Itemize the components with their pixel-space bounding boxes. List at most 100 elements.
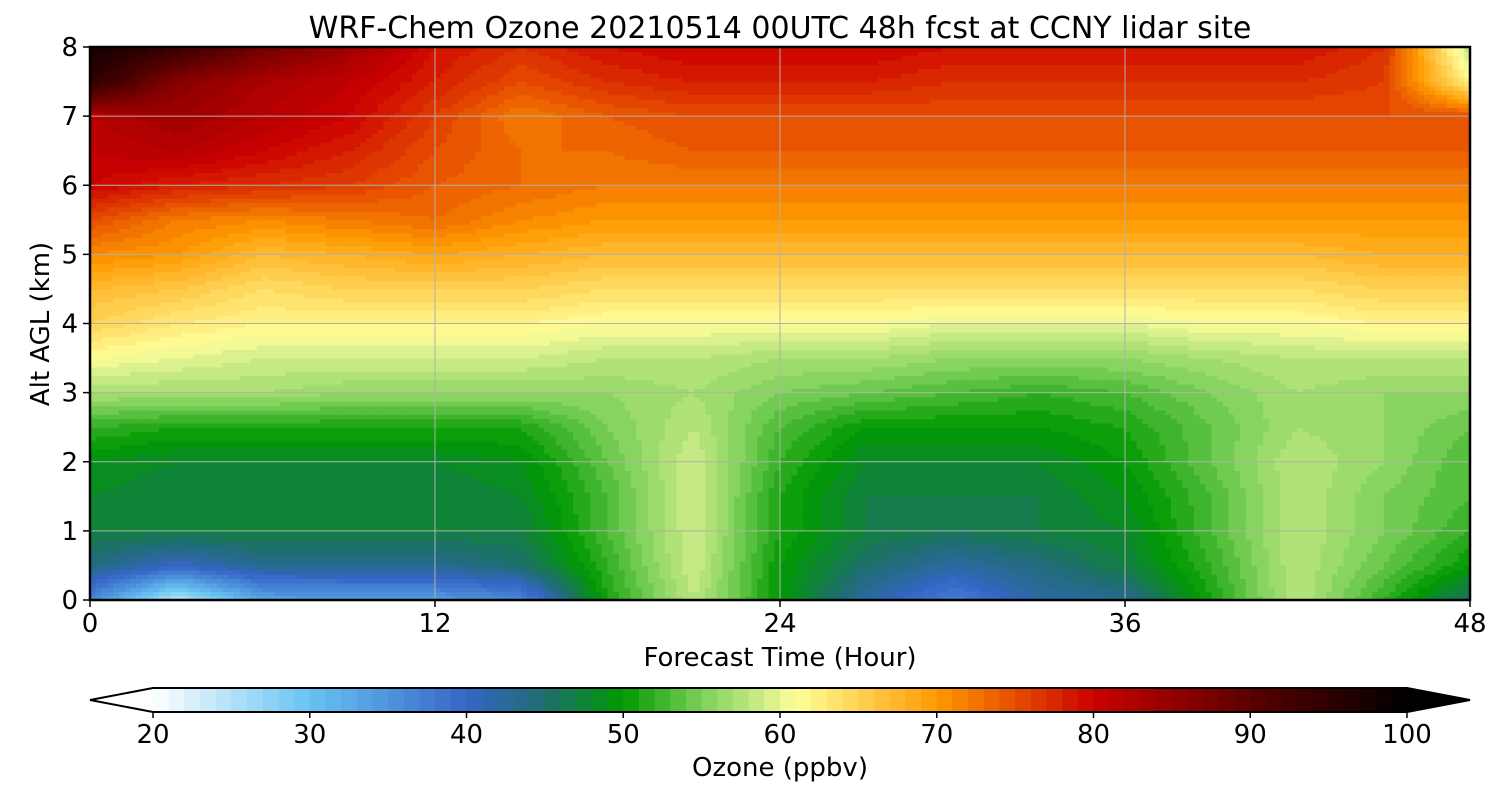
contour-cell: [866, 583, 872, 588]
contour-cell: [1344, 548, 1350, 553]
contour-cell: [1240, 552, 1246, 557]
contour-cell: [901, 548, 907, 553]
contour-cell: [475, 570, 481, 575]
contour-cell: [1039, 574, 1045, 579]
contour-cell: [1303, 587, 1309, 592]
contour-cell: [1298, 574, 1304, 579]
contour-cell: [234, 591, 240, 596]
contour-cell: [205, 561, 211, 566]
contour-cell: [1125, 565, 1131, 570]
contour-cell: [1108, 548, 1114, 553]
contour-cell: [918, 548, 924, 553]
contour-cell: [406, 552, 412, 557]
contour-cell: [1367, 591, 1373, 596]
contour-cell: [504, 591, 510, 596]
contour-cell: [556, 552, 562, 557]
contour-cell: [332, 544, 338, 549]
contour-cell: [941, 540, 947, 545]
contour-cell: [1137, 552, 1143, 557]
contour-cell: [918, 578, 924, 583]
contour-cell: [510, 578, 516, 583]
contour-cell: [240, 591, 246, 596]
contour-cell: [102, 574, 108, 579]
contour-cell: [1390, 565, 1396, 570]
contour-cell: [550, 591, 556, 596]
contour-cell: [1355, 583, 1361, 588]
contour-cell: [981, 561, 987, 566]
contour-cell: [763, 583, 769, 588]
contour-cell: [205, 544, 211, 549]
contour-cell: [608, 565, 614, 570]
contour-cell: [895, 557, 901, 562]
contour-cell: [1010, 548, 1016, 553]
contour-cell: [1102, 552, 1108, 557]
contour-cell: [815, 570, 821, 575]
contour-cell: [1108, 574, 1114, 579]
contour-cell: [510, 540, 516, 545]
contour-cell: [1027, 544, 1033, 549]
contour-cell: [953, 574, 959, 579]
contour-cell: [769, 578, 775, 583]
contour-cell: [516, 578, 522, 583]
contour-cell: [1257, 583, 1263, 588]
contour-cell: [458, 540, 464, 545]
contour-cell: [268, 587, 274, 592]
contour-cell: [487, 548, 493, 553]
contour-cell: [884, 587, 890, 592]
contour-cell: [470, 540, 476, 545]
contour-cell: [159, 578, 165, 583]
contour-cell: [96, 540, 102, 545]
contour-cell: [199, 578, 205, 583]
contour-cell: [826, 570, 832, 575]
contour-cell: [786, 561, 792, 566]
contour-cell: [337, 548, 343, 553]
contour-cell: [303, 552, 309, 557]
contour-cell: [475, 565, 481, 570]
contour-cell: [826, 591, 832, 596]
contour-cell: [1436, 574, 1442, 579]
contour-cell: [521, 565, 527, 570]
contour-cell: [947, 565, 953, 570]
contour-cell: [1108, 552, 1114, 557]
contour-cell: [504, 548, 510, 553]
contour-cell: [251, 583, 257, 588]
contour-cell: [332, 578, 338, 583]
contour-cell: [642, 587, 648, 592]
contour-cell: [1165, 578, 1171, 583]
contour-cell: [337, 552, 343, 557]
contour-cell: [1108, 565, 1114, 570]
contour-cell: [602, 591, 608, 596]
contour-cell: [1447, 548, 1453, 553]
contour-cell: [1263, 583, 1269, 588]
contour-cell: [286, 591, 292, 596]
contour-cell: [941, 544, 947, 549]
contour-cell: [291, 574, 297, 579]
contour-cell: [366, 570, 372, 575]
contour-cell: [970, 565, 976, 570]
contour-cell: [504, 540, 510, 545]
contour-cell: [544, 552, 550, 557]
contour-cell: [1022, 548, 1028, 553]
contour-cell: [452, 587, 458, 592]
contour-cell: [130, 548, 136, 553]
contour-cell: [1275, 548, 1281, 553]
contour-cell: [1275, 557, 1281, 562]
contour-cell: [1183, 548, 1189, 553]
contour-cell: [820, 552, 826, 557]
contour-cell: [1413, 557, 1419, 562]
contour-cell: [976, 544, 982, 549]
contour-cell: [1384, 570, 1390, 575]
contour-cell: [1309, 591, 1315, 596]
contour-cell: [493, 587, 499, 592]
contour-cell: [579, 587, 585, 592]
contour-cell: [1372, 587, 1378, 592]
contour-cell: [153, 587, 159, 592]
contour-cell: [533, 583, 539, 588]
contour-cell: [1286, 557, 1292, 562]
contour-cell: [1171, 578, 1177, 583]
contour-cell: [550, 561, 556, 566]
contour-cell: [165, 544, 171, 549]
contour-cell: [401, 583, 407, 588]
contour-cell: [527, 583, 533, 588]
contour-cell: [1234, 565, 1240, 570]
